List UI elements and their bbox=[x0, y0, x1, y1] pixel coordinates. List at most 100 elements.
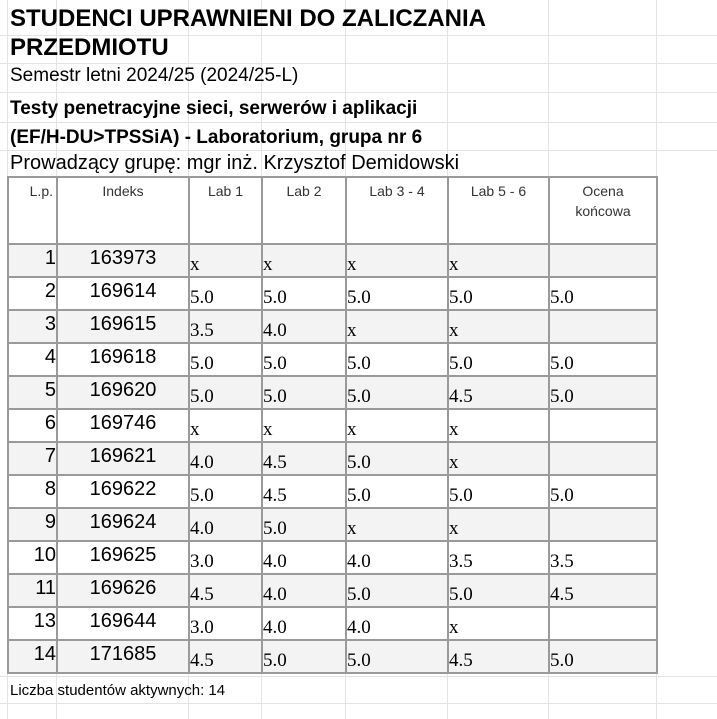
lab3-4-cell[interactable]: x bbox=[345, 309, 449, 344]
final-grade-cell[interactable] bbox=[548, 606, 658, 641]
lab5-6-cell[interactable]: x bbox=[447, 243, 550, 278]
lab3-4-cell[interactable]: 5.0 bbox=[345, 441, 449, 476]
index-cell[interactable]: 169614 bbox=[56, 276, 190, 311]
index-cell[interactable]: 169622 bbox=[56, 474, 190, 509]
lab3-4-cell[interactable]: x bbox=[345, 408, 449, 443]
final-grade-cell[interactable]: 5.0 bbox=[548, 276, 658, 311]
final-grade-cell[interactable]: 5.0 bbox=[548, 639, 658, 674]
index-cell[interactable]: 171685 bbox=[56, 639, 190, 674]
lab2-cell[interactable]: 5.0 bbox=[261, 507, 347, 542]
lp-cell[interactable]: 8 bbox=[7, 474, 58, 509]
index-cell[interactable]: 169618 bbox=[56, 342, 190, 377]
table-row: 14 171685 4.5 5.0 5.0 4.5 5.0 bbox=[7, 639, 658, 674]
lab1-cell[interactable]: 3.0 bbox=[188, 606, 263, 641]
lab5-6-cell[interactable]: 4.5 bbox=[447, 375, 550, 410]
column-header-index[interactable]: Indeks bbox=[56, 176, 190, 245]
lp-cell[interactable]: 11 bbox=[7, 573, 58, 608]
lab5-6-cell[interactable]: x bbox=[447, 507, 550, 542]
lab1-cell[interactable]: 4.5 bbox=[188, 573, 263, 608]
lp-cell[interactable]: 6 bbox=[7, 408, 58, 443]
column-header-final-grade[interactable]: Ocena końcowa bbox=[548, 176, 658, 245]
lp-cell[interactable]: 5 bbox=[7, 375, 58, 410]
index-cell[interactable]: 169746 bbox=[56, 408, 190, 443]
lab1-cell[interactable]: 3.5 bbox=[188, 309, 263, 344]
lab3-4-cell[interactable]: 4.0 bbox=[345, 606, 449, 641]
lab3-4-cell[interactable]: 5.0 bbox=[345, 639, 449, 674]
final-grade-cell[interactable] bbox=[548, 507, 658, 542]
lp-cell[interactable]: 7 bbox=[7, 441, 58, 476]
final-grade-cell[interactable] bbox=[548, 441, 658, 476]
final-grade-cell[interactable] bbox=[548, 309, 658, 344]
lab2-cell[interactable]: 4.0 bbox=[261, 573, 347, 608]
final-grade-cell[interactable]: 5.0 bbox=[548, 342, 658, 377]
lab3-4-cell[interactable]: 5.0 bbox=[345, 474, 449, 509]
index-cell[interactable]: 169626 bbox=[56, 573, 190, 608]
lab5-6-cell[interactable]: 3.5 bbox=[447, 540, 550, 575]
column-header-lab3-4[interactable]: Lab 3 - 4 bbox=[345, 176, 449, 245]
lab1-cell[interactable]: 4.0 bbox=[188, 507, 263, 542]
lp-cell[interactable]: 13 bbox=[7, 606, 58, 641]
lp-cell[interactable]: 10 bbox=[7, 540, 58, 575]
lab5-6-cell[interactable]: x bbox=[447, 408, 550, 443]
lp-cell[interactable]: 14 bbox=[7, 639, 58, 674]
lab5-6-cell[interactable]: 5.0 bbox=[447, 573, 550, 608]
lab2-cell[interactable]: 4.5 bbox=[261, 441, 347, 476]
column-header-lab2[interactable]: Lab 2 bbox=[261, 176, 347, 245]
lab1-cell[interactable]: x bbox=[188, 408, 263, 443]
index-cell[interactable]: 169615 bbox=[56, 309, 190, 344]
lab1-cell[interactable]: 5.0 bbox=[188, 375, 263, 410]
lab1-cell[interactable]: 5.0 bbox=[188, 474, 263, 509]
lab2-cell[interactable]: 5.0 bbox=[261, 639, 347, 674]
index-cell[interactable]: 169621 bbox=[56, 441, 190, 476]
lab2-cell[interactable]: x bbox=[261, 243, 347, 278]
lab2-cell[interactable]: 5.0 bbox=[261, 375, 347, 410]
lab5-6-cell[interactable]: 4.5 bbox=[447, 639, 550, 674]
column-header-lab1[interactable]: Lab 1 bbox=[188, 176, 263, 245]
column-header-lab5-6[interactable]: Lab 5 - 6 bbox=[447, 176, 550, 245]
lab5-6-cell[interactable]: 5.0 bbox=[447, 474, 550, 509]
lp-cell[interactable]: 9 bbox=[7, 507, 58, 542]
lab3-4-cell[interactable]: 5.0 bbox=[345, 342, 449, 377]
lab2-cell[interactable]: 4.5 bbox=[261, 474, 347, 509]
final-grade-cell[interactable]: 5.0 bbox=[548, 474, 658, 509]
final-grade-cell[interactable] bbox=[548, 408, 658, 443]
lab3-4-cell[interactable]: x bbox=[345, 243, 449, 278]
final-grade-cell[interactable]: 4.5 bbox=[548, 573, 658, 608]
lab2-cell[interactable]: 4.0 bbox=[261, 540, 347, 575]
lab2-cell[interactable]: x bbox=[261, 408, 347, 443]
lab1-cell[interactable]: 4.0 bbox=[188, 441, 263, 476]
lp-cell[interactable]: 2 bbox=[7, 276, 58, 311]
lp-cell[interactable]: 3 bbox=[7, 309, 58, 344]
lab2-cell[interactable]: 5.0 bbox=[261, 276, 347, 311]
lab1-cell[interactable]: 3.0 bbox=[188, 540, 263, 575]
final-grade-cell[interactable]: 5.0 bbox=[548, 375, 658, 410]
lab3-4-cell[interactable]: 5.0 bbox=[345, 276, 449, 311]
column-header-lp[interactable]: L.p. bbox=[7, 176, 58, 245]
lp-cell[interactable]: 4 bbox=[7, 342, 58, 377]
lp-cell[interactable]: 1 bbox=[7, 243, 58, 278]
lab5-6-cell[interactable]: x bbox=[447, 606, 550, 641]
lab5-6-cell[interactable]: 5.0 bbox=[447, 342, 550, 377]
final-grade-cell[interactable]: 3.5 bbox=[548, 540, 658, 575]
index-cell[interactable]: 169624 bbox=[56, 507, 190, 542]
lab1-cell[interactable]: 4.5 bbox=[188, 639, 263, 674]
index-cell[interactable]: 163973 bbox=[56, 243, 190, 278]
lab3-4-cell[interactable]: x bbox=[345, 507, 449, 542]
lab3-4-cell[interactable]: 4.0 bbox=[345, 540, 449, 575]
lab2-cell[interactable]: 5.0 bbox=[261, 342, 347, 377]
lab1-cell[interactable]: x bbox=[188, 243, 263, 278]
table-row: 7 169621 4.0 4.5 5.0 x bbox=[7, 441, 658, 476]
index-cell[interactable]: 169644 bbox=[56, 606, 190, 641]
lab1-cell[interactable]: 5.0 bbox=[188, 276, 263, 311]
lab3-4-cell[interactable]: 5.0 bbox=[345, 375, 449, 410]
final-grade-cell[interactable] bbox=[548, 243, 658, 278]
lab2-cell[interactable]: 4.0 bbox=[261, 309, 347, 344]
lab5-6-cell[interactable]: x bbox=[447, 309, 550, 344]
lab5-6-cell[interactable]: 5.0 bbox=[447, 276, 550, 311]
index-cell[interactable]: 169625 bbox=[56, 540, 190, 575]
lab3-4-cell[interactable]: 5.0 bbox=[345, 573, 449, 608]
lab5-6-cell[interactable]: x bbox=[447, 441, 550, 476]
lab1-cell[interactable]: 5.0 bbox=[188, 342, 263, 377]
lab2-cell[interactable]: 4.0 bbox=[261, 606, 347, 641]
index-cell[interactable]: 169620 bbox=[56, 375, 190, 410]
